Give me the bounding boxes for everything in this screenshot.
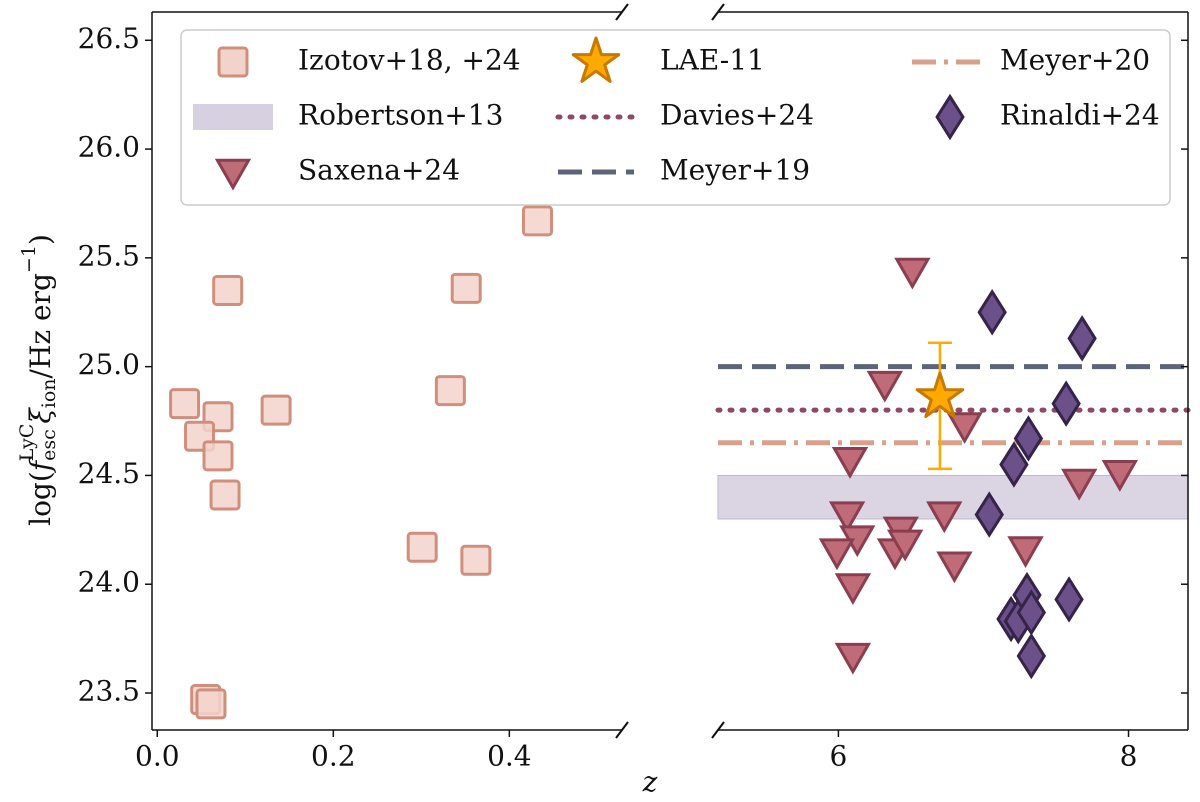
y-tick-label: 24.5 [78,457,140,490]
legend-frame [180,29,1171,206]
point [1067,315,1097,362]
y-label-part: ) [24,234,57,245]
point [946,412,983,445]
panel [169,205,554,720]
point [406,531,438,563]
point [202,440,234,472]
point [1013,415,1044,462]
legend: Izotov+18, +24 Robertson+13 Saxena+24 LAE-1… [180,29,1171,206]
legend-label: Izotov+18, +24 [298,44,521,77]
legend-marker [214,158,252,191]
x-tick-label: 0.4 [487,740,532,773]
point [169,388,201,420]
point [831,447,869,479]
point [522,205,554,237]
point [212,274,244,306]
point [866,370,904,403]
legend-marker [571,36,621,83]
point [834,573,872,606]
y-tick-label: 23.5 [78,675,140,708]
point [936,551,973,584]
legend-label: Saxena+24 [298,154,460,187]
legend-label: Davies+24 [660,99,814,132]
x-tick-label: 0.2 [311,740,356,773]
point [999,441,1029,488]
x-tick-label: 0.0 [135,740,180,773]
x-tick-label: 8 [1120,740,1138,773]
point [915,371,965,418]
point [828,501,866,534]
point [434,375,466,407]
point [977,289,1007,336]
y-label-part: −1 [18,245,40,273]
point [450,272,482,304]
panel [715,257,1191,680]
y-tick-label: 26.0 [78,131,140,164]
point [894,257,931,290]
y-label-part: ξ [24,407,57,424]
point [974,491,1004,538]
point [260,394,292,426]
point [818,538,856,571]
point [1101,460,1139,492]
y-tick-label: 24.0 [78,566,140,599]
point [1054,576,1084,623]
y-tick-label: 25.0 [78,348,140,381]
y-label-part: log( [24,471,57,526]
y-label-part: esc [38,429,60,461]
point [926,501,963,534]
legend-marker [935,93,965,141]
legend-label: Robertson+13 [298,99,503,132]
legend-label: Meyer+20 [1000,44,1150,77]
y-tick-label: 26.5 [78,22,140,55]
legend-marker [217,46,249,78]
legend-label: Rinaldi+24 [1000,99,1160,132]
y-axis-label: log(fescLyCξion/Hz erg−1) [16,234,60,526]
point [1051,380,1081,427]
point [1016,632,1047,680]
point [209,479,241,511]
y-label-part: LyC [16,424,38,462]
point [1061,468,1098,501]
point [460,544,492,576]
point [886,529,924,562]
legend-swatch [193,104,273,130]
x-tick-label: 6 [829,740,847,773]
point [195,688,227,720]
y-label-part: /Hz erg [24,273,57,378]
y-label-part: ion [38,378,60,408]
y-tick-label: 25.5 [78,239,140,272]
point [834,642,872,675]
legend-label: Meyer+19 [660,154,810,187]
x-axis-label: z [642,766,658,799]
point [1007,536,1044,569]
legend-label: LAE-11 [660,44,765,77]
